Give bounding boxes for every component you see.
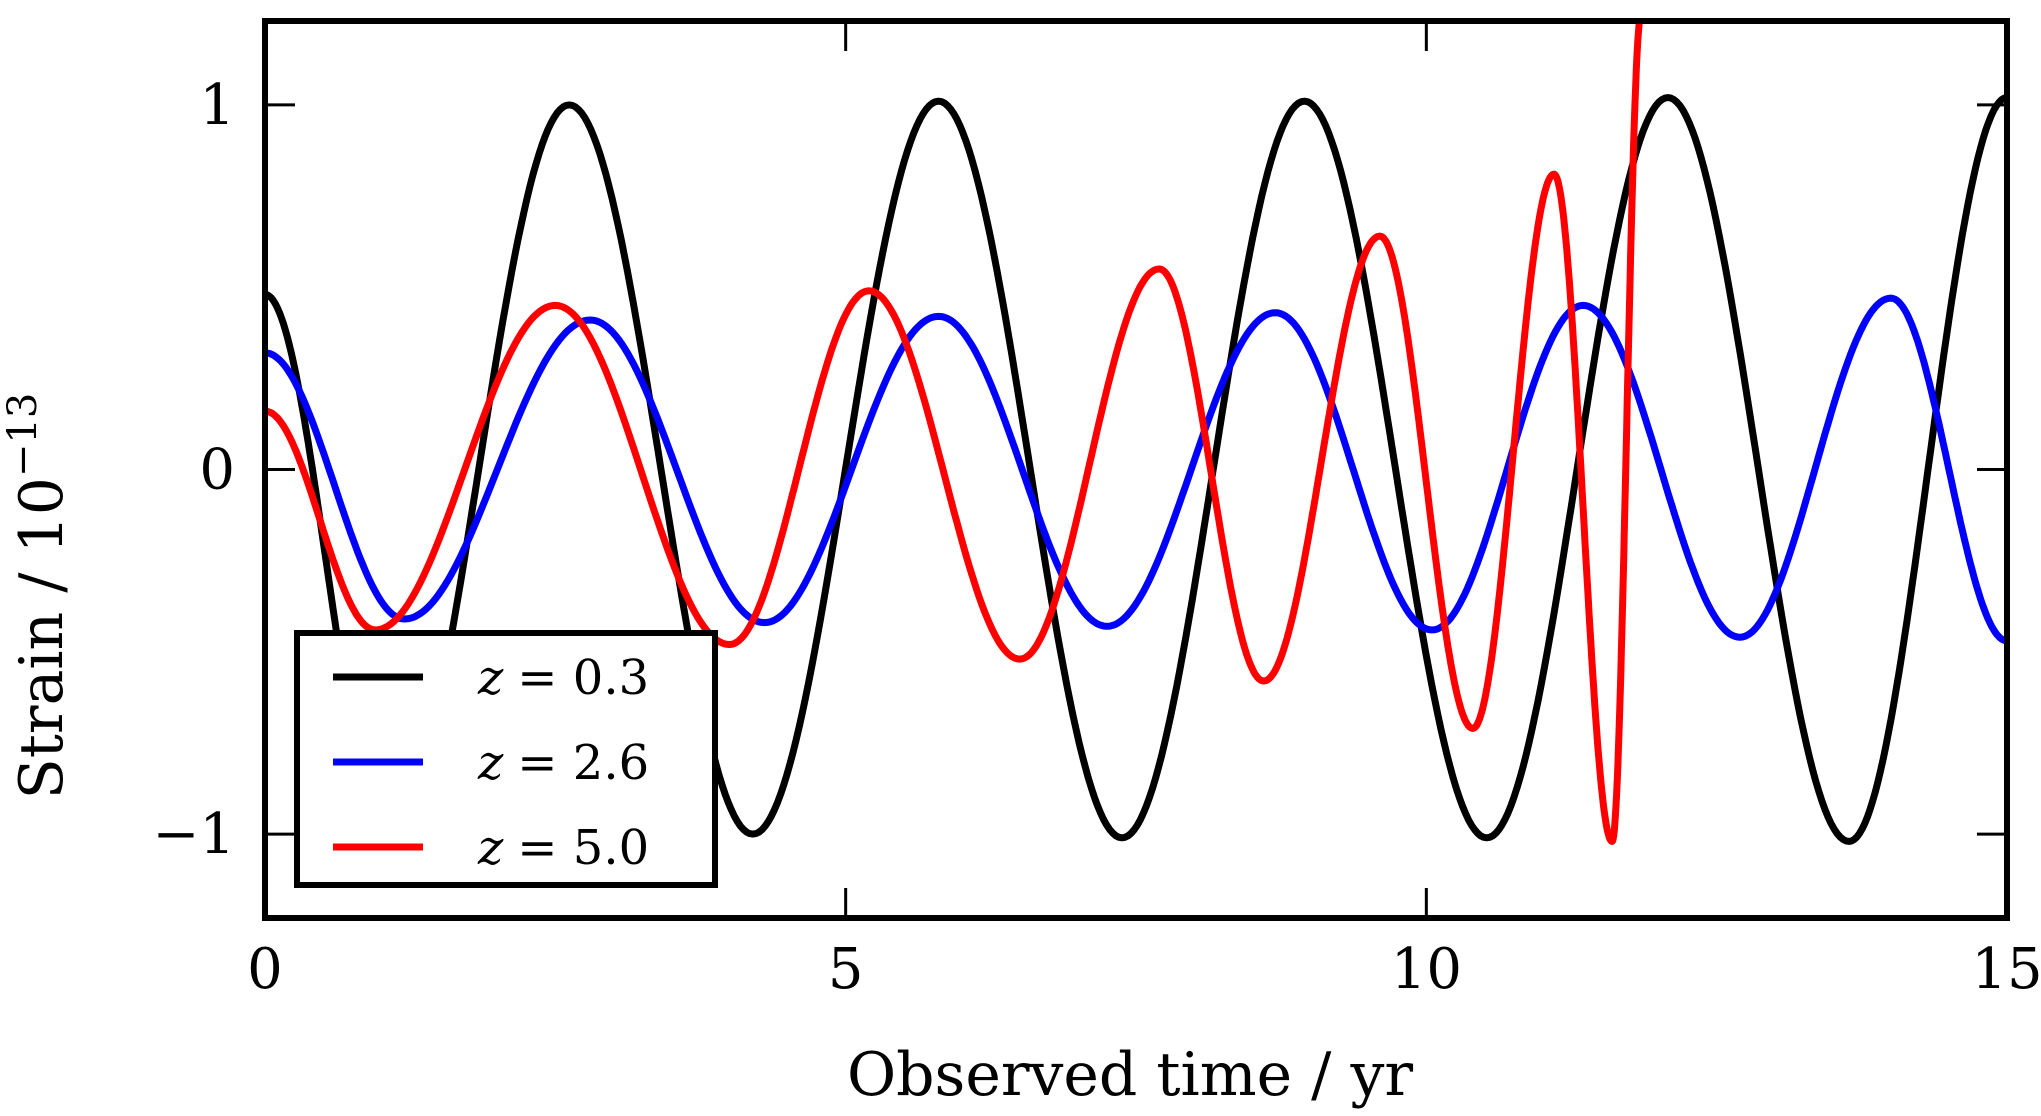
series-line-2 <box>265 21 1643 845</box>
x-tick-label: 10 <box>1391 937 1462 1002</box>
y-axis-label-group: Strain / 10−13 <box>0 393 77 800</box>
x-tick-label: 15 <box>1971 937 2041 1002</box>
legend-label-2: z = 5.0 <box>477 820 649 876</box>
x-axis-label: Observed time / yr <box>847 1040 1413 1110</box>
y-tick-label: 0 <box>199 438 235 503</box>
plot-frame <box>262 18 2010 921</box>
legend: z = 0.3 z = 2.6 z = 5.0 <box>294 630 718 888</box>
y-tick-label: 1 <box>199 73 235 138</box>
x-tick-label: 5 <box>828 937 864 1002</box>
legend-label-1: z = 2.6 <box>477 735 649 791</box>
tick-labels-layer: 0 5 10 15 −1 0 1 <box>152 73 2041 1002</box>
series-layer <box>265 21 2007 845</box>
y-tick-label: −1 <box>152 802 235 867</box>
series-line-0 <box>265 94 2007 845</box>
y-axis-label: Strain / 10 <box>7 477 77 799</box>
y-axis-exponent: −13 <box>0 393 46 477</box>
series-line-1 <box>265 294 2007 645</box>
x-tick-label: 0 <box>247 937 283 1002</box>
legend-label-0: z = 0.3 <box>477 650 649 706</box>
svg-text:Strain / 10−13: Strain / 10−13 <box>0 393 77 800</box>
ticks-layer <box>263 21 2009 918</box>
